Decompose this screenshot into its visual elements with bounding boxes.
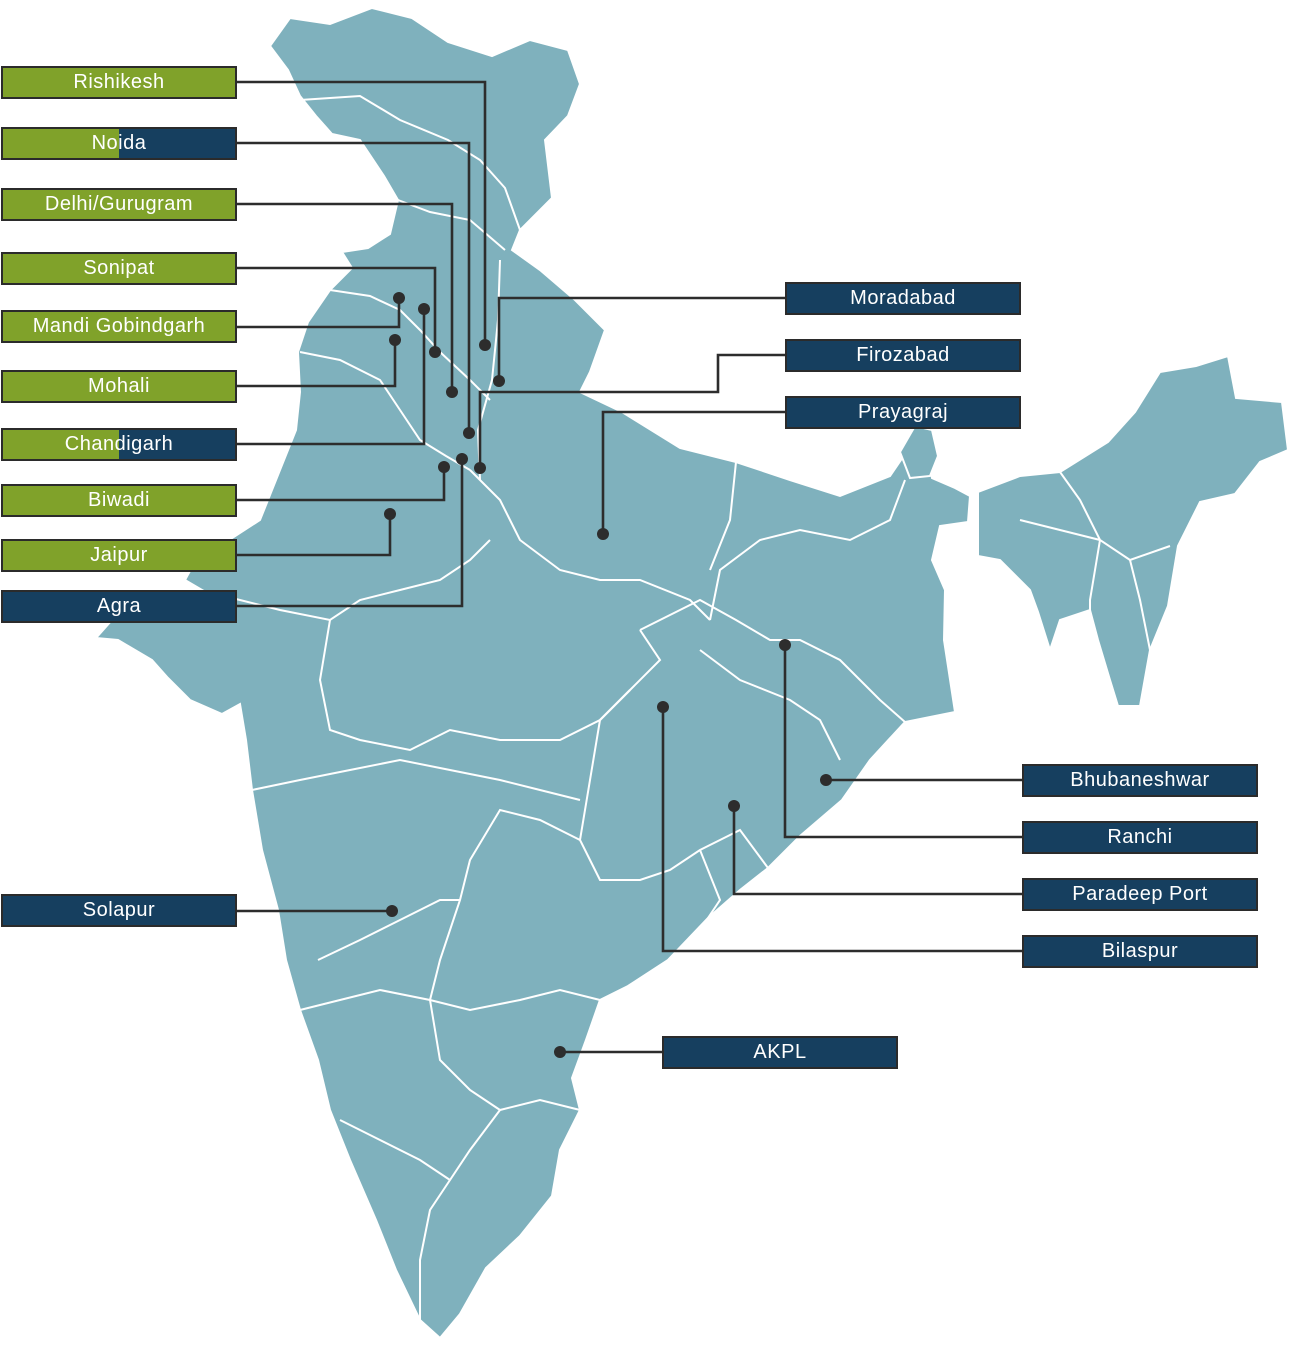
- leader-agra: [236, 459, 464, 608]
- marker-mohali: [389, 334, 401, 346]
- leader-sonipat: [236, 266, 437, 352]
- label-delhi-gurugram: Delhi/Gurugram: [1, 188, 237, 221]
- leader-firozabad: [478, 353, 785, 468]
- marker-sonipat: [429, 346, 441, 358]
- label-prayagraj: Prayagraj: [785, 396, 1021, 429]
- marker-chandigarh: [418, 303, 430, 315]
- marker-akpl: [554, 1046, 566, 1058]
- label-mandi-gobindgarh: Mandi Gobindgarh: [1, 310, 237, 343]
- label-akpl: AKPL: [662, 1036, 898, 1069]
- leader-ranchi: [783, 645, 1022, 839]
- label-paradeep-port: Paradeep Port: [1022, 878, 1258, 911]
- marker-firozabad: [474, 462, 486, 474]
- label-solapur: Solapur: [1, 894, 237, 927]
- label-chandigarh: Chandigarh: [1, 428, 237, 461]
- marker-moradabad: [493, 375, 505, 387]
- label-noida: Noida: [1, 127, 237, 160]
- label-moradabad: Moradabad: [785, 282, 1021, 315]
- label-firozabad: Firozabad: [785, 339, 1021, 372]
- leader-biwadi: [236, 467, 446, 502]
- leader-bilaspur: [661, 707, 1022, 953]
- label-agra: Agra: [1, 590, 237, 623]
- leader-jaipur: [236, 514, 392, 557]
- label-sonipat: Sonipat: [1, 252, 237, 285]
- marker-biwadi: [438, 461, 450, 473]
- marker-jaipur: [384, 508, 396, 520]
- marker-bhubaneshwar: [820, 774, 832, 786]
- label-bhubaneshwar: Bhubaneshwar: [1022, 764, 1258, 797]
- leader-prayagraj: [601, 410, 785, 534]
- marker-paradeep-port: [728, 800, 740, 812]
- state-borders: [199, 94, 1171, 1320]
- label-rishikesh: Rishikesh: [1, 66, 237, 99]
- label-mohali: Mohali: [1, 370, 237, 403]
- marker-delhi-gurugram: [446, 386, 458, 398]
- marker-rishikesh: [479, 339, 491, 351]
- leader-noida: [236, 141, 471, 433]
- marker-ranchi: [779, 639, 791, 651]
- leader-chandigarh: [236, 309, 426, 446]
- leader-delhi-gurugram: [236, 202, 454, 392]
- marker-agra: [456, 453, 468, 465]
- marker-prayagraj: [597, 528, 609, 540]
- marker-mandi-gobindgarh: [393, 292, 405, 304]
- leader-lines: [236, 80, 1022, 1054]
- leader-mandi-gobindgarh: [236, 298, 401, 329]
- marker-bilaspur: [657, 701, 669, 713]
- label-bilaspur: Bilaspur: [1022, 935, 1258, 968]
- leader-rishikesh: [236, 80, 487, 345]
- label-jaipur: Jaipur: [1, 539, 237, 572]
- label-ranchi: Ranchi: [1022, 821, 1258, 854]
- leader-paradeep-port: [732, 806, 1022, 896]
- label-biwadi: Biwadi: [1, 484, 237, 517]
- northeast-india: [977, 354, 1290, 707]
- location-markers: [384, 292, 832, 1058]
- leader-mohali: [236, 340, 397, 388]
- marker-noida: [463, 427, 475, 439]
- leader-moradabad: [497, 296, 785, 381]
- marker-solapur: [386, 905, 398, 917]
